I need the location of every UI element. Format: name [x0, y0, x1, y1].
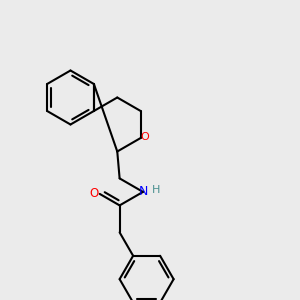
Text: H: H [152, 185, 161, 195]
Text: O: O [141, 131, 149, 142]
Text: N: N [138, 185, 148, 198]
Text: O: O [90, 188, 99, 200]
